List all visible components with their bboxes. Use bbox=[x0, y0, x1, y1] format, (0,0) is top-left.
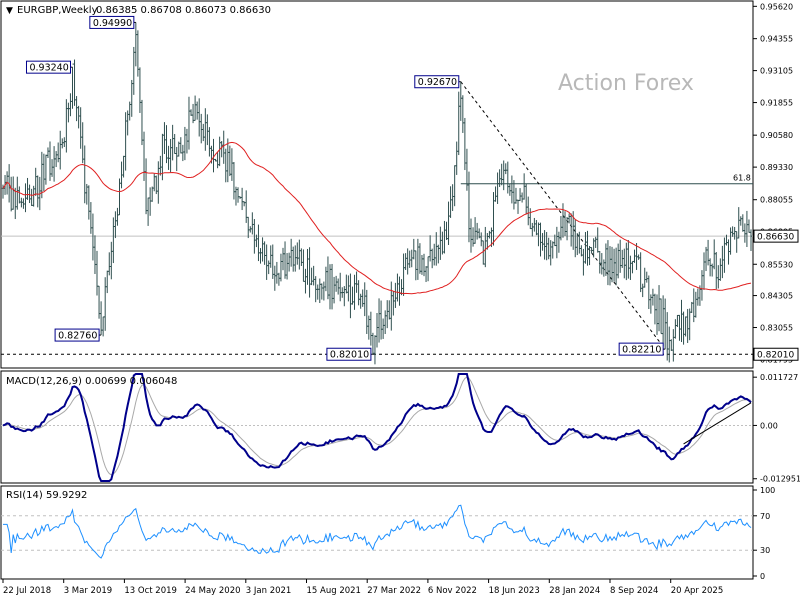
price-axis-label: 0.91855 bbox=[760, 99, 793, 108]
price-annotation: 0.82010 bbox=[326, 347, 373, 361]
date-axis-label: 24 May 2020 bbox=[185, 586, 240, 596]
date-axis-label: 15 Aug 2021 bbox=[307, 586, 361, 596]
macd-panel bbox=[1, 373, 753, 482]
ohlc-bar bbox=[749, 229, 753, 252]
macd-title: MACD(12,26,9) 0.00699 0.006048 bbox=[6, 376, 177, 387]
support-price-tag: 0.82010 bbox=[753, 347, 799, 361]
watermark: Action Forex bbox=[558, 71, 694, 96]
date-axis-label: 6 Nov 2022 bbox=[428, 586, 477, 596]
macd-axis-label: 0.00 bbox=[760, 421, 778, 430]
rsi-axis-label: 0 bbox=[760, 572, 765, 581]
price-annotation: 0.92670 bbox=[414, 75, 461, 89]
price-annotation: 0.93240 bbox=[25, 60, 73, 74]
annotation-box bbox=[89, 15, 135, 29]
rsi-axis-label: 100 bbox=[760, 486, 775, 495]
annotation-box bbox=[326, 347, 372, 361]
annotation-label: 0.93240 bbox=[29, 63, 68, 74]
price-annotation: 0.82760 bbox=[54, 328, 102, 342]
price-axis-label: 0.83055 bbox=[760, 324, 793, 333]
fib-618-label: 61.8 bbox=[733, 174, 751, 183]
date-axis-label: 27 Mar 2022 bbox=[367, 586, 421, 596]
rsi-axis-label: 70 bbox=[760, 512, 770, 521]
annotation-label: 0.82760 bbox=[58, 331, 97, 342]
current-price-tag-box bbox=[753, 229, 799, 243]
annotation-label: 0.92670 bbox=[418, 77, 457, 88]
price-axis-label: 0.84305 bbox=[760, 292, 793, 301]
date-axis-label: 28 Jan 2024 bbox=[549, 586, 600, 596]
rsi-line bbox=[3, 504, 752, 559]
price-axis-label: 0.85530 bbox=[760, 260, 793, 269]
price-annotation: 0.94990 bbox=[89, 15, 136, 29]
date-axis-label: 20 Apr 2025 bbox=[671, 586, 724, 596]
support-price-tag-box bbox=[753, 347, 799, 361]
header-arrow-icon[interactable]: ▼ bbox=[6, 6, 13, 16]
moving-average-line bbox=[2, 141, 752, 295]
annotation-box bbox=[54, 328, 100, 342]
annotation-label: 0.82210 bbox=[622, 345, 661, 356]
price-axis-label: 0.94355 bbox=[760, 35, 793, 44]
support-price-tag-label: 0.82010 bbox=[757, 351, 794, 361]
rsi-panel-frame bbox=[0, 485, 754, 580]
rsi-panel bbox=[1, 504, 753, 559]
price-axis-label: 0.95620 bbox=[760, 2, 793, 11]
current-price-tag-label: 0.86630 bbox=[757, 233, 794, 243]
symbol-label: EURGBP,Weekly bbox=[17, 5, 98, 16]
rsi-axis-label: 30 bbox=[760, 546, 770, 555]
price-axis-label: 0.93105 bbox=[760, 67, 793, 76]
annotation-label: 0.94990 bbox=[93, 18, 132, 29]
date-axis-label: 3 Jan 2021 bbox=[246, 586, 292, 596]
date-axis-label: 18 Jun 2023 bbox=[489, 586, 540, 596]
main-panel-frame bbox=[0, 0, 754, 369]
price-axis-label: 0.88055 bbox=[760, 196, 793, 205]
ohlc-values: 0.86385 0.86708 0.86073 0.86630 bbox=[96, 5, 271, 16]
macd-trendline bbox=[683, 402, 752, 445]
price-axis-label: 0.90580 bbox=[760, 131, 793, 140]
macd-axis-label: -0.012951 bbox=[760, 475, 800, 484]
annotation-box bbox=[414, 75, 460, 89]
price-panel: 61.8 0.94990 0.93240 0.92670 0.82760 0.82010 0… bbox=[1, 15, 753, 365]
date-axis-label: 22 Jul 2018 bbox=[3, 586, 51, 596]
macd-axis-label: 0.011727 bbox=[760, 373, 798, 382]
macd-line bbox=[2, 373, 752, 482]
annotation-label: 0.82010 bbox=[330, 350, 369, 361]
date-axis-label: 8 Sep 2024 bbox=[610, 586, 658, 596]
date-axis-label: 13 Oct 2019 bbox=[124, 586, 177, 596]
rsi-title: RSI(14) 59.9292 bbox=[6, 490, 87, 501]
signal-line bbox=[2, 376, 752, 476]
macd-panel-frame bbox=[0, 370, 754, 484]
annotation-box bbox=[618, 342, 664, 356]
current-price-tag: 0.86630 bbox=[753, 229, 799, 243]
price-annotation: 0.82210 bbox=[618, 342, 666, 356]
price-axis-label: 0.89330 bbox=[760, 163, 793, 172]
annotation-box bbox=[25, 60, 71, 74]
date-axis-label: 3 Mar 2019 bbox=[64, 586, 112, 596]
